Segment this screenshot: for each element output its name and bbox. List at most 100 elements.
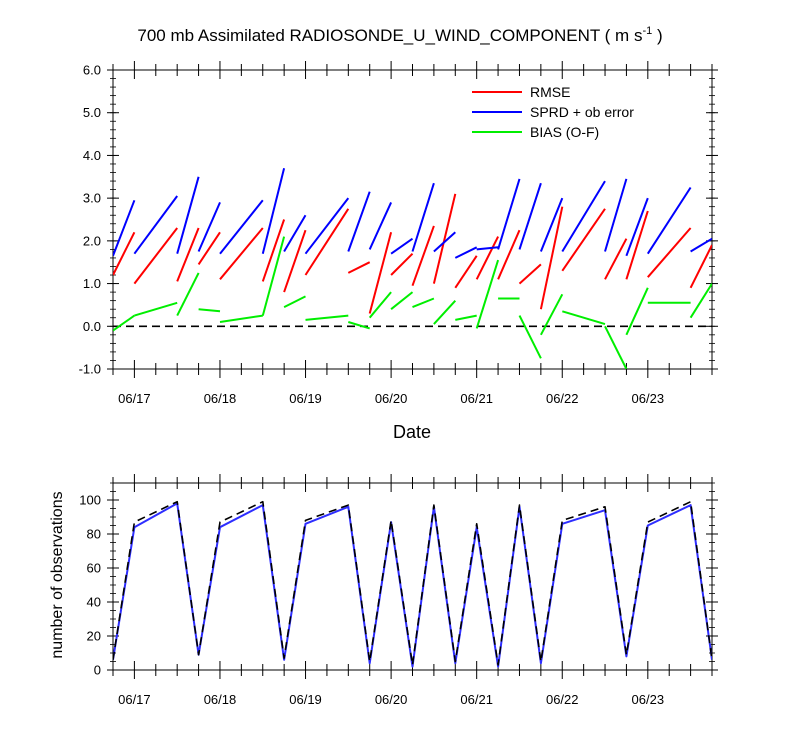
series-segment — [283, 214, 307, 253]
x-tick-label: 06/23 — [632, 391, 665, 406]
x-tick-label: 06/22 — [546, 692, 579, 707]
series-segment — [176, 227, 200, 282]
y-tick-label: 80 — [87, 527, 101, 542]
y-tick-label: 20 — [87, 629, 101, 644]
series-segment — [454, 246, 478, 259]
series-segment — [133, 227, 178, 285]
series-segment — [625, 210, 649, 280]
series-segment — [304, 208, 350, 276]
series-segment — [539, 197, 564, 252]
series-segment — [518, 263, 542, 285]
y-tick-label: 2.0 — [83, 233, 101, 248]
y-tick-label: 100 — [79, 493, 101, 508]
series-segment — [432, 193, 457, 284]
series-segment — [604, 238, 628, 280]
y-tick-label: 40 — [87, 595, 101, 610]
series-segment — [305, 314, 349, 321]
series-segment — [390, 237, 414, 255]
y-tick-label: 0.0 — [83, 319, 101, 334]
x-tick-label: 06/20 — [375, 391, 408, 406]
series-segment — [261, 219, 286, 282]
chart-title-superscript: -1 — [642, 25, 652, 37]
series-segment — [198, 308, 221, 313]
series-segment — [390, 291, 414, 310]
top-panel-series — [113, 167, 712, 369]
y-tick-label: 3.0 — [83, 191, 101, 206]
x-tick-label: 06/17 — [118, 692, 151, 707]
y-tick-label: 5.0 — [83, 105, 101, 120]
series-segment — [176, 176, 200, 254]
series-obs-possible — [113, 500, 712, 666]
x-tick-label: 06/22 — [546, 391, 579, 406]
series-segment — [368, 201, 393, 250]
series-segment — [455, 314, 477, 321]
series-rmse — [113, 193, 712, 314]
series-segment — [348, 321, 370, 330]
series-segment — [368, 291, 392, 319]
x-tick-label: 06/21 — [460, 391, 493, 406]
series-segment — [219, 227, 264, 280]
x-tick-label: 06/23 — [632, 692, 665, 707]
series-bias-o-f- — [113, 236, 712, 369]
series-segment — [647, 227, 692, 278]
y-tick-label: -1.0 — [79, 362, 101, 377]
series-segment — [261, 236, 286, 316]
series-segment — [689, 283, 712, 319]
series-segment — [604, 325, 628, 369]
series-segment — [561, 180, 606, 253]
series-segment — [304, 197, 350, 255]
legend: RMSE SPRD + ob error BIAS (O-F) — [472, 84, 634, 140]
top-panel: -1.0 0.0 1.0 2.0 3.0 4.0 5.0 6.0 06/17 06/18 06/19… — [79, 61, 718, 406]
bottom-panel-series — [113, 500, 712, 668]
y-tick-label: 1.0 — [83, 276, 101, 291]
series-segment — [433, 231, 456, 253]
legend-label: SPRD + ob error — [530, 104, 634, 120]
x-tick-label: 06/21 — [460, 692, 493, 707]
series-segment — [689, 244, 712, 289]
chart-title-close: ) — [652, 26, 662, 45]
series-segment — [540, 293, 564, 336]
x-tick-label: 06/18 — [204, 391, 237, 406]
x-tick-label: 06/20 — [375, 692, 408, 707]
series-segment — [347, 261, 371, 274]
series-segment — [261, 167, 286, 254]
legend-label: RMSE — [530, 84, 570, 100]
y-tick-label: 60 — [87, 561, 101, 576]
series-segment — [113, 231, 136, 276]
series-segment — [283, 295, 306, 308]
legend-label: BIAS (O-F) — [530, 124, 599, 140]
series-segment — [113, 199, 136, 257]
x-tick-label: 06/19 — [289, 692, 322, 707]
series-segment — [219, 314, 263, 323]
series-segment — [134, 301, 178, 317]
series-segment — [411, 225, 435, 287]
series-segment — [539, 206, 564, 310]
chart-title: 700 mb Assimilated RADIOSONDE_U_WIND_COM… — [137, 25, 662, 45]
x-tick-label: 06/18 — [204, 692, 237, 707]
series-segment — [113, 314, 135, 332]
series-segment — [604, 178, 628, 252]
x-axis-label: Date — [393, 422, 431, 442]
series-segment — [646, 186, 692, 255]
y-tick-label: 6.0 — [83, 63, 101, 78]
series-segment — [283, 229, 307, 293]
series-segment — [518, 315, 542, 359]
plot-frame — [112, 482, 713, 671]
chart-title-main: 700 mb Assimilated RADIOSONDE_U_WIND_COM… — [137, 26, 642, 45]
series-segment — [690, 237, 712, 253]
series-segment — [433, 300, 457, 325]
series-segment — [497, 229, 521, 280]
series-sprd-ob-error — [113, 167, 712, 259]
series-segment — [625, 287, 649, 336]
series-segment — [476, 246, 499, 251]
y-tick-label: 4.0 — [83, 148, 101, 163]
series-segment — [219, 199, 264, 255]
series-segment — [390, 252, 414, 276]
series-segment — [518, 182, 542, 250]
series-segment — [176, 272, 200, 317]
series-segment — [625, 197, 649, 257]
series-segment — [197, 202, 221, 252]
series-segment — [368, 232, 393, 314]
series-segment — [347, 191, 371, 252]
